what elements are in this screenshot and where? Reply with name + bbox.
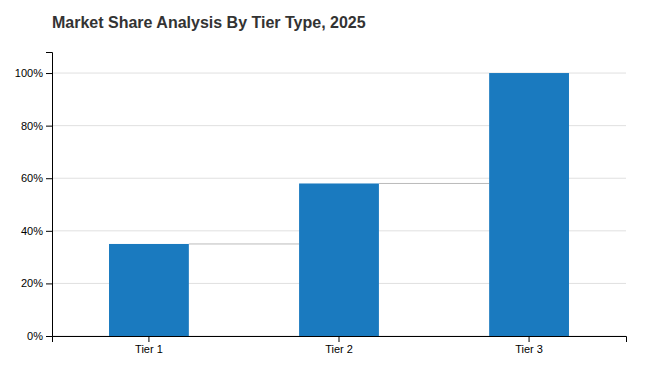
plot-area: 0% 20% 40% 60% 80% 100% Tier 1 Tier 2 Tier 3	[15, 53, 627, 355]
x-tick: Tier 2	[325, 336, 353, 355]
marks	[109, 73, 569, 336]
y-axis-line	[46, 53, 53, 337]
y-tick-label: 100%	[15, 67, 43, 79]
x-tick: Tier 1	[135, 336, 163, 355]
bar	[489, 73, 569, 336]
y-tick-label: 0%	[27, 330, 43, 342]
connector-line	[379, 183, 489, 184]
x-tick-label: Tier 1	[135, 343, 163, 355]
y-axis: 0% 20% 40% 60% 80% 100%	[15, 53, 53, 343]
y-tick: 80%	[21, 120, 52, 132]
bar	[109, 244, 189, 336]
x-tick-mark	[148, 336, 149, 342]
connector-line	[189, 243, 299, 244]
y-tick: 100%	[15, 67, 52, 79]
y-tick: 0%	[27, 330, 52, 342]
x-tick-label: Tier 3	[515, 343, 543, 355]
x-axis: Tier 1 Tier 2 Tier 3	[53, 336, 627, 355]
y-tick-label: 20%	[21, 277, 43, 289]
x-tick-mark	[339, 336, 340, 342]
x-axis-line	[53, 337, 627, 343]
x-tick: Tier 3	[515, 336, 543, 355]
y-tick-label: 60%	[21, 172, 43, 184]
chart-svg: Market Share Analysis By Tier Type, 2025…	[0, 0, 650, 370]
y-tick-mark	[46, 231, 52, 232]
y-tick-mark	[46, 336, 52, 337]
y-tick-mark	[46, 73, 52, 74]
x-tick-label: Tier 2	[325, 343, 353, 355]
y-tick-mark	[46, 178, 52, 179]
y-tick-mark	[46, 126, 52, 127]
y-tick: 40%	[21, 225, 52, 237]
y-tick-label: 40%	[21, 225, 43, 237]
y-tick-mark	[46, 283, 52, 284]
y-tick: 20%	[21, 277, 52, 289]
y-tick-label: 80%	[21, 120, 43, 132]
bar	[299, 183, 379, 336]
y-tick: 60%	[21, 172, 52, 184]
grid	[52, 73, 626, 336]
chart-title: Market Share Analysis By Tier Type, 2025	[52, 14, 366, 31]
x-tick-mark	[529, 336, 530, 342]
